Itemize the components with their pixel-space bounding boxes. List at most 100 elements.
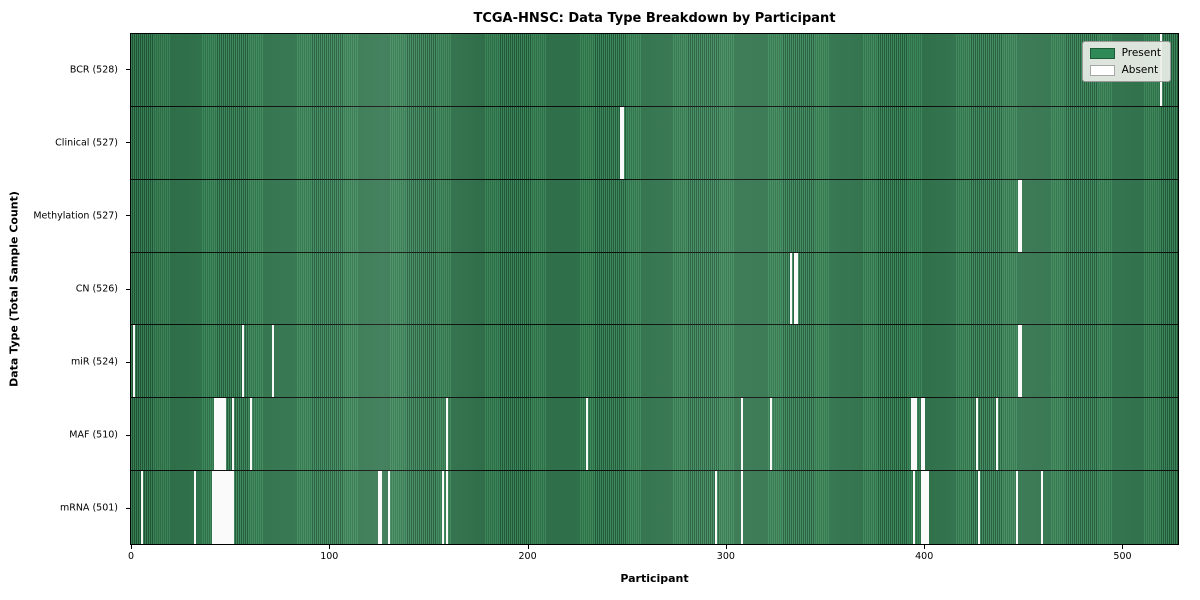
- y-tick-label: Methylation (527): [33, 210, 118, 222]
- absent-cell: [216, 471, 219, 544]
- legend-entry: Present: [1089, 47, 1161, 59]
- y-tick-label: MAF (510): [69, 429, 118, 441]
- absent-cell: [920, 398, 923, 471]
- absent-cell: [380, 471, 383, 544]
- absent-cell: [740, 471, 743, 544]
- y-tick-label: Clinical (527): [55, 137, 118, 149]
- y-tick-mark: [126, 69, 130, 71]
- absent-cell: [218, 398, 221, 471]
- absent-cell: [212, 471, 215, 544]
- x-tick-mark: [924, 545, 926, 549]
- absent-cell: [271, 325, 274, 398]
- x-tick-mark: [527, 545, 529, 549]
- absent-cell: [227, 471, 230, 544]
- legend-entry: Absent: [1089, 64, 1161, 76]
- absent-cell: [924, 471, 927, 544]
- absent-cell: [218, 471, 221, 544]
- absent-cell: [920, 471, 923, 544]
- legend: Present Absent: [1081, 41, 1171, 82]
- x-tick-label: 100: [320, 551, 339, 562]
- absent-cell: [220, 471, 223, 544]
- absent-cell: [225, 471, 228, 544]
- absent-cell: [229, 471, 232, 544]
- y-tick-mark: [126, 507, 130, 509]
- x-tick-label: 400: [915, 551, 934, 562]
- absent-cell: [1017, 325, 1020, 398]
- y-tick-mark: [126, 361, 130, 363]
- absent-cell: [740, 398, 743, 471]
- absent-cell: [249, 398, 252, 471]
- x-tick-mark: [130, 545, 132, 549]
- absent-cell: [794, 252, 797, 325]
- absent-cell: [912, 471, 915, 544]
- legend-swatch: [1089, 64, 1115, 76]
- x-axis-title: Participant: [620, 572, 689, 585]
- y-axis: BCR (528) Clinical (527) Methylation (527)…: [0, 33, 130, 545]
- absent-cell: [790, 252, 793, 325]
- y-tick-label: CN (526): [75, 283, 118, 295]
- absent-cell: [388, 471, 391, 544]
- absent-cell: [194, 471, 197, 544]
- absent-cell: [796, 252, 798, 325]
- absent-cell: [132, 325, 135, 398]
- absent-cell: [222, 471, 225, 544]
- absent-cell: [912, 398, 915, 471]
- absent-cell: [378, 471, 381, 544]
- absent-cell: [445, 471, 448, 544]
- absent-cell: [619, 106, 622, 179]
- absent-cell: [910, 398, 913, 471]
- absent-cell: [922, 471, 925, 544]
- heatmap-row: [131, 471, 1178, 544]
- absent-cell: [224, 398, 226, 471]
- absent-cell: [922, 398, 925, 471]
- x-tick-mark: [329, 545, 331, 549]
- y-tick-label: mRNA (501): [59, 502, 118, 514]
- legend-label: Present: [1121, 47, 1161, 59]
- heatmap-row: [131, 106, 1178, 180]
- absent-cell: [231, 398, 234, 471]
- absent-cell: [914, 398, 917, 471]
- absent-cell: [976, 398, 979, 471]
- heatmap-row: [131, 325, 1178, 399]
- absent-cell: [1017, 179, 1020, 252]
- absent-cell: [214, 398, 217, 471]
- y-tick-label: miR (524): [70, 356, 118, 368]
- absent-cell: [445, 398, 448, 471]
- absent-cell: [714, 471, 717, 544]
- heatmap-row: [131, 34, 1178, 107]
- absent-cell: [1019, 325, 1022, 398]
- absent-cell: [770, 398, 773, 471]
- heatmap-row: [131, 398, 1178, 472]
- x-tick-mark: [725, 545, 727, 549]
- absent-cell: [140, 471, 143, 544]
- chart-title: TCGA-HNSC: Data Type Breakdown by Partic…: [473, 11, 836, 26]
- absent-cell: [586, 398, 589, 471]
- y-tick-mark: [126, 215, 130, 217]
- y-tick-mark: [126, 434, 130, 436]
- absent-cell: [224, 471, 226, 544]
- absent-cell: [1019, 179, 1022, 252]
- y-tick-mark: [126, 288, 130, 290]
- x-tick-label: 300: [716, 551, 735, 562]
- absent-cell: [441, 471, 444, 544]
- absent-cell: [231, 471, 234, 544]
- x-tick-label: 200: [518, 551, 537, 562]
- absent-cell: [241, 325, 244, 398]
- plot-area: Present Absent: [130, 33, 1179, 545]
- absent-cell: [621, 106, 624, 179]
- y-tick-label: BCR (528): [69, 64, 118, 76]
- x-tick-mark: [1122, 545, 1124, 549]
- x-axis: 0 100 200 300 400 500: [127, 545, 1179, 571]
- absent-cell: [1015, 471, 1018, 544]
- x-tick-label: 0: [127, 551, 135, 562]
- absent-cell: [222, 398, 225, 471]
- absent-cell: [978, 471, 981, 544]
- y-tick-mark: [126, 142, 130, 144]
- absent-cell: [1041, 471, 1044, 544]
- x-tick-label: 500: [1113, 551, 1132, 562]
- absent-cell: [995, 398, 998, 471]
- legend-swatch: [1089, 47, 1115, 59]
- absent-cell: [926, 471, 929, 544]
- heatmap-row: [131, 252, 1178, 326]
